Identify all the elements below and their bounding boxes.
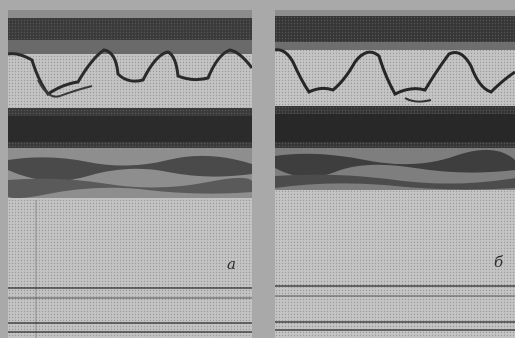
echo-image-a: [8, 10, 252, 338]
panel-label-a: а: [227, 255, 236, 273]
panel-label-b: б: [494, 253, 504, 271]
echo-panel-a: а: [8, 10, 252, 338]
echo-panel-b: б: [275, 10, 515, 338]
echo-image-b: [275, 10, 515, 338]
